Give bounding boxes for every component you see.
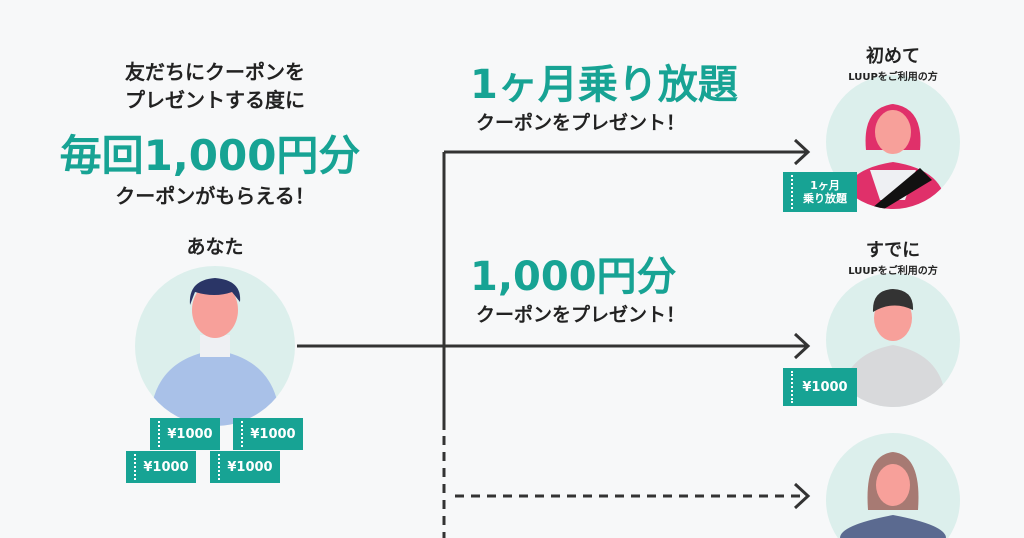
new-user-title: 初めて xyxy=(866,46,920,67)
coupon-line-2: 乗り放題 xyxy=(803,192,847,205)
existing-user-sub: LUUPをご利用の方 xyxy=(848,266,938,277)
arrow-mid-icon xyxy=(793,332,811,360)
coupon-line-1: 1ヶ月 xyxy=(810,179,840,192)
mid-offer-headline: 1,000円分 xyxy=(470,254,677,300)
you-avatar xyxy=(135,266,295,426)
arrow-bottom-icon xyxy=(793,482,811,510)
coupon: ¥1000 xyxy=(126,451,196,483)
existing-user-title: すでに xyxy=(865,240,921,261)
mid-offer-sub: クーポンをプレゼント！ xyxy=(476,304,686,326)
friend-avatar xyxy=(825,433,960,538)
headline: 毎回1,000円分 xyxy=(59,131,361,180)
month-pass-coupon: 1ヶ月 乗り放題 xyxy=(783,172,857,212)
intro-text: 友だちにクーポンを プレゼントする度に xyxy=(60,58,370,114)
top-offer-sub: クーポンをプレゼント！ xyxy=(476,112,686,134)
coupon: ¥1000 xyxy=(150,418,220,450)
new-user-avatar xyxy=(826,75,960,209)
intro-line-1: 友だちにクーポンを xyxy=(125,60,305,84)
top-offer-headline: 1ヶ月乗り放題 xyxy=(470,62,738,108)
existing-user-avatar xyxy=(826,273,960,407)
intro-line-2: プレゼントする度に xyxy=(125,88,305,112)
coupon: ¥1000 xyxy=(210,451,280,483)
arrow-top-icon xyxy=(793,138,811,166)
intro-line-3: クーポンがもらえる！ xyxy=(115,184,315,208)
coupon: ¥1000 xyxy=(783,368,857,406)
you-label: あなた xyxy=(186,236,244,258)
new-user-sub: LUUPをご利用の方 xyxy=(848,72,938,83)
coupon: ¥1000 xyxy=(233,418,303,450)
